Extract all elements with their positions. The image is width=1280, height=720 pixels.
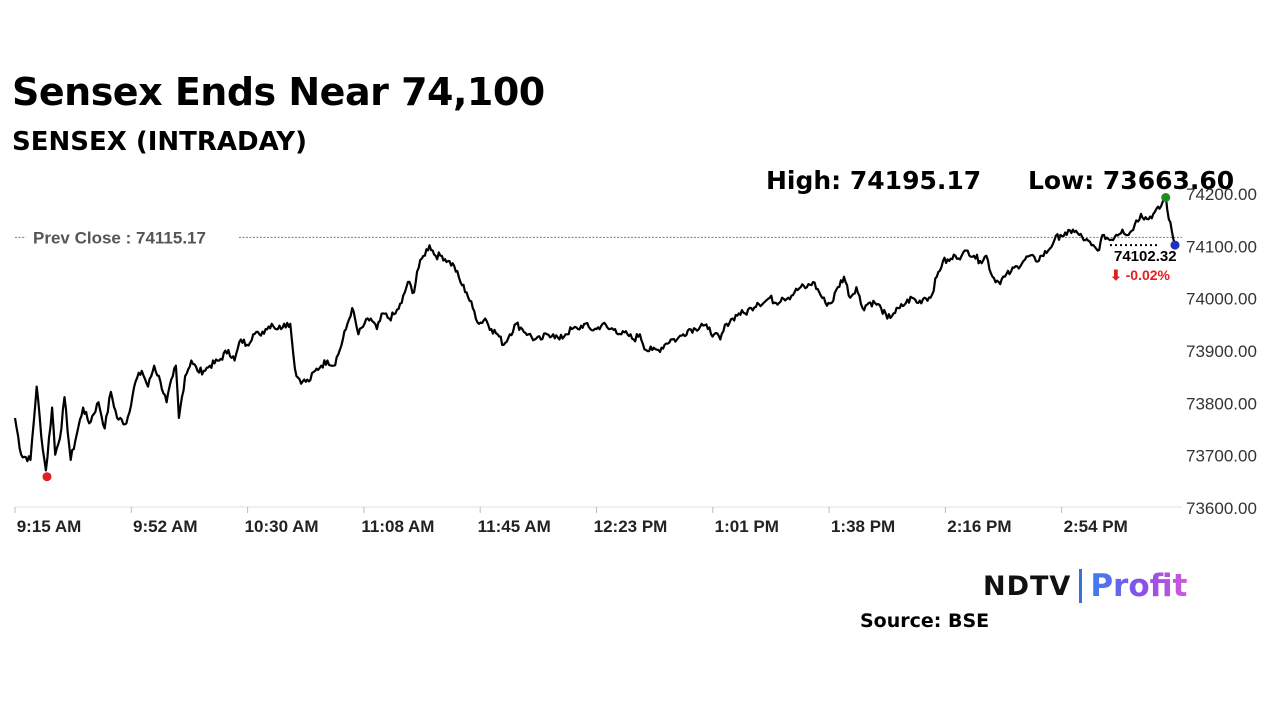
- x-tick-label: 11:08 AM: [361, 517, 434, 536]
- chart-subtitle: SENSEX (INTRADAY): [12, 127, 307, 157]
- y-tick-label: 73700.00: [1186, 447, 1257, 466]
- x-tick-label: 10:30 AM: [245, 517, 319, 536]
- last-value-marker: [1170, 240, 1180, 250]
- low-marker: [42, 472, 52, 482]
- x-tick-label: 9:52 AM: [133, 517, 198, 536]
- x-tick-label: 9:15 AM: [17, 517, 82, 536]
- y-tick-label: 74000.00: [1186, 290, 1257, 309]
- y-tick-label: 73800.00: [1186, 394, 1257, 413]
- x-axis: 9:15 AM 9:52 AM 10:30 AM 11:08 AM 11:45 AM 12…: [17, 517, 1128, 536]
- page-title: Sensex Ends Near 74,100: [12, 70, 545, 114]
- y-tick-label: 74200.00: [1186, 185, 1257, 204]
- logo-profit-text: Profit: [1090, 568, 1188, 604]
- chart-grid: [14, 506, 1182, 513]
- change-label: ⬇ -0.02%: [1110, 267, 1171, 283]
- x-tick-label: 2:16 PM: [947, 517, 1011, 536]
- y-tick-label: 73900.00: [1186, 342, 1257, 361]
- intraday-chart: 74200.00 74100.00 74000.00 73900.00 73800.00…: [13, 185, 1257, 536]
- y-axis: 74200.00 74100.00 74000.00 73900.00 73800.00…: [1186, 185, 1257, 518]
- x-tick-label: 1:01 PM: [715, 517, 779, 536]
- prev-close-label-bg: [26, 225, 238, 248]
- ndtv-profit-logo: NDTV Profit: [983, 566, 1187, 606]
- high-marker: [1161, 193, 1171, 203]
- sensex-line: [13, 194, 1177, 472]
- x-tick-label: 2:54 PM: [1064, 517, 1128, 536]
- x-tick-label: 12:23 PM: [594, 517, 668, 536]
- logo-divider: [1079, 569, 1083, 603]
- source-note: Source: BSE: [860, 610, 990, 632]
- x-tick-label: 11:45 AM: [478, 517, 551, 536]
- prev-close-line: Prev Close : 74115.17: [15, 225, 1182, 248]
- series-line: [13, 194, 1177, 472]
- x-tick-label: 1:38 PM: [831, 517, 895, 536]
- y-tick-label: 74100.00: [1186, 237, 1257, 256]
- prev-close-label: Prev Close : 74115.17: [33, 228, 206, 247]
- logo-ndtv-text: NDTV: [983, 570, 1072, 602]
- high-stat: High: 74195.17: [766, 166, 982, 195]
- low-stat: Low: 73663.60: [1028, 166, 1235, 195]
- y-tick-label: 73600.00: [1186, 499, 1257, 518]
- markers: 74102.32 ⬇ -0.02%: [42, 193, 1180, 482]
- last-value-label: 74102.32: [1114, 248, 1177, 265]
